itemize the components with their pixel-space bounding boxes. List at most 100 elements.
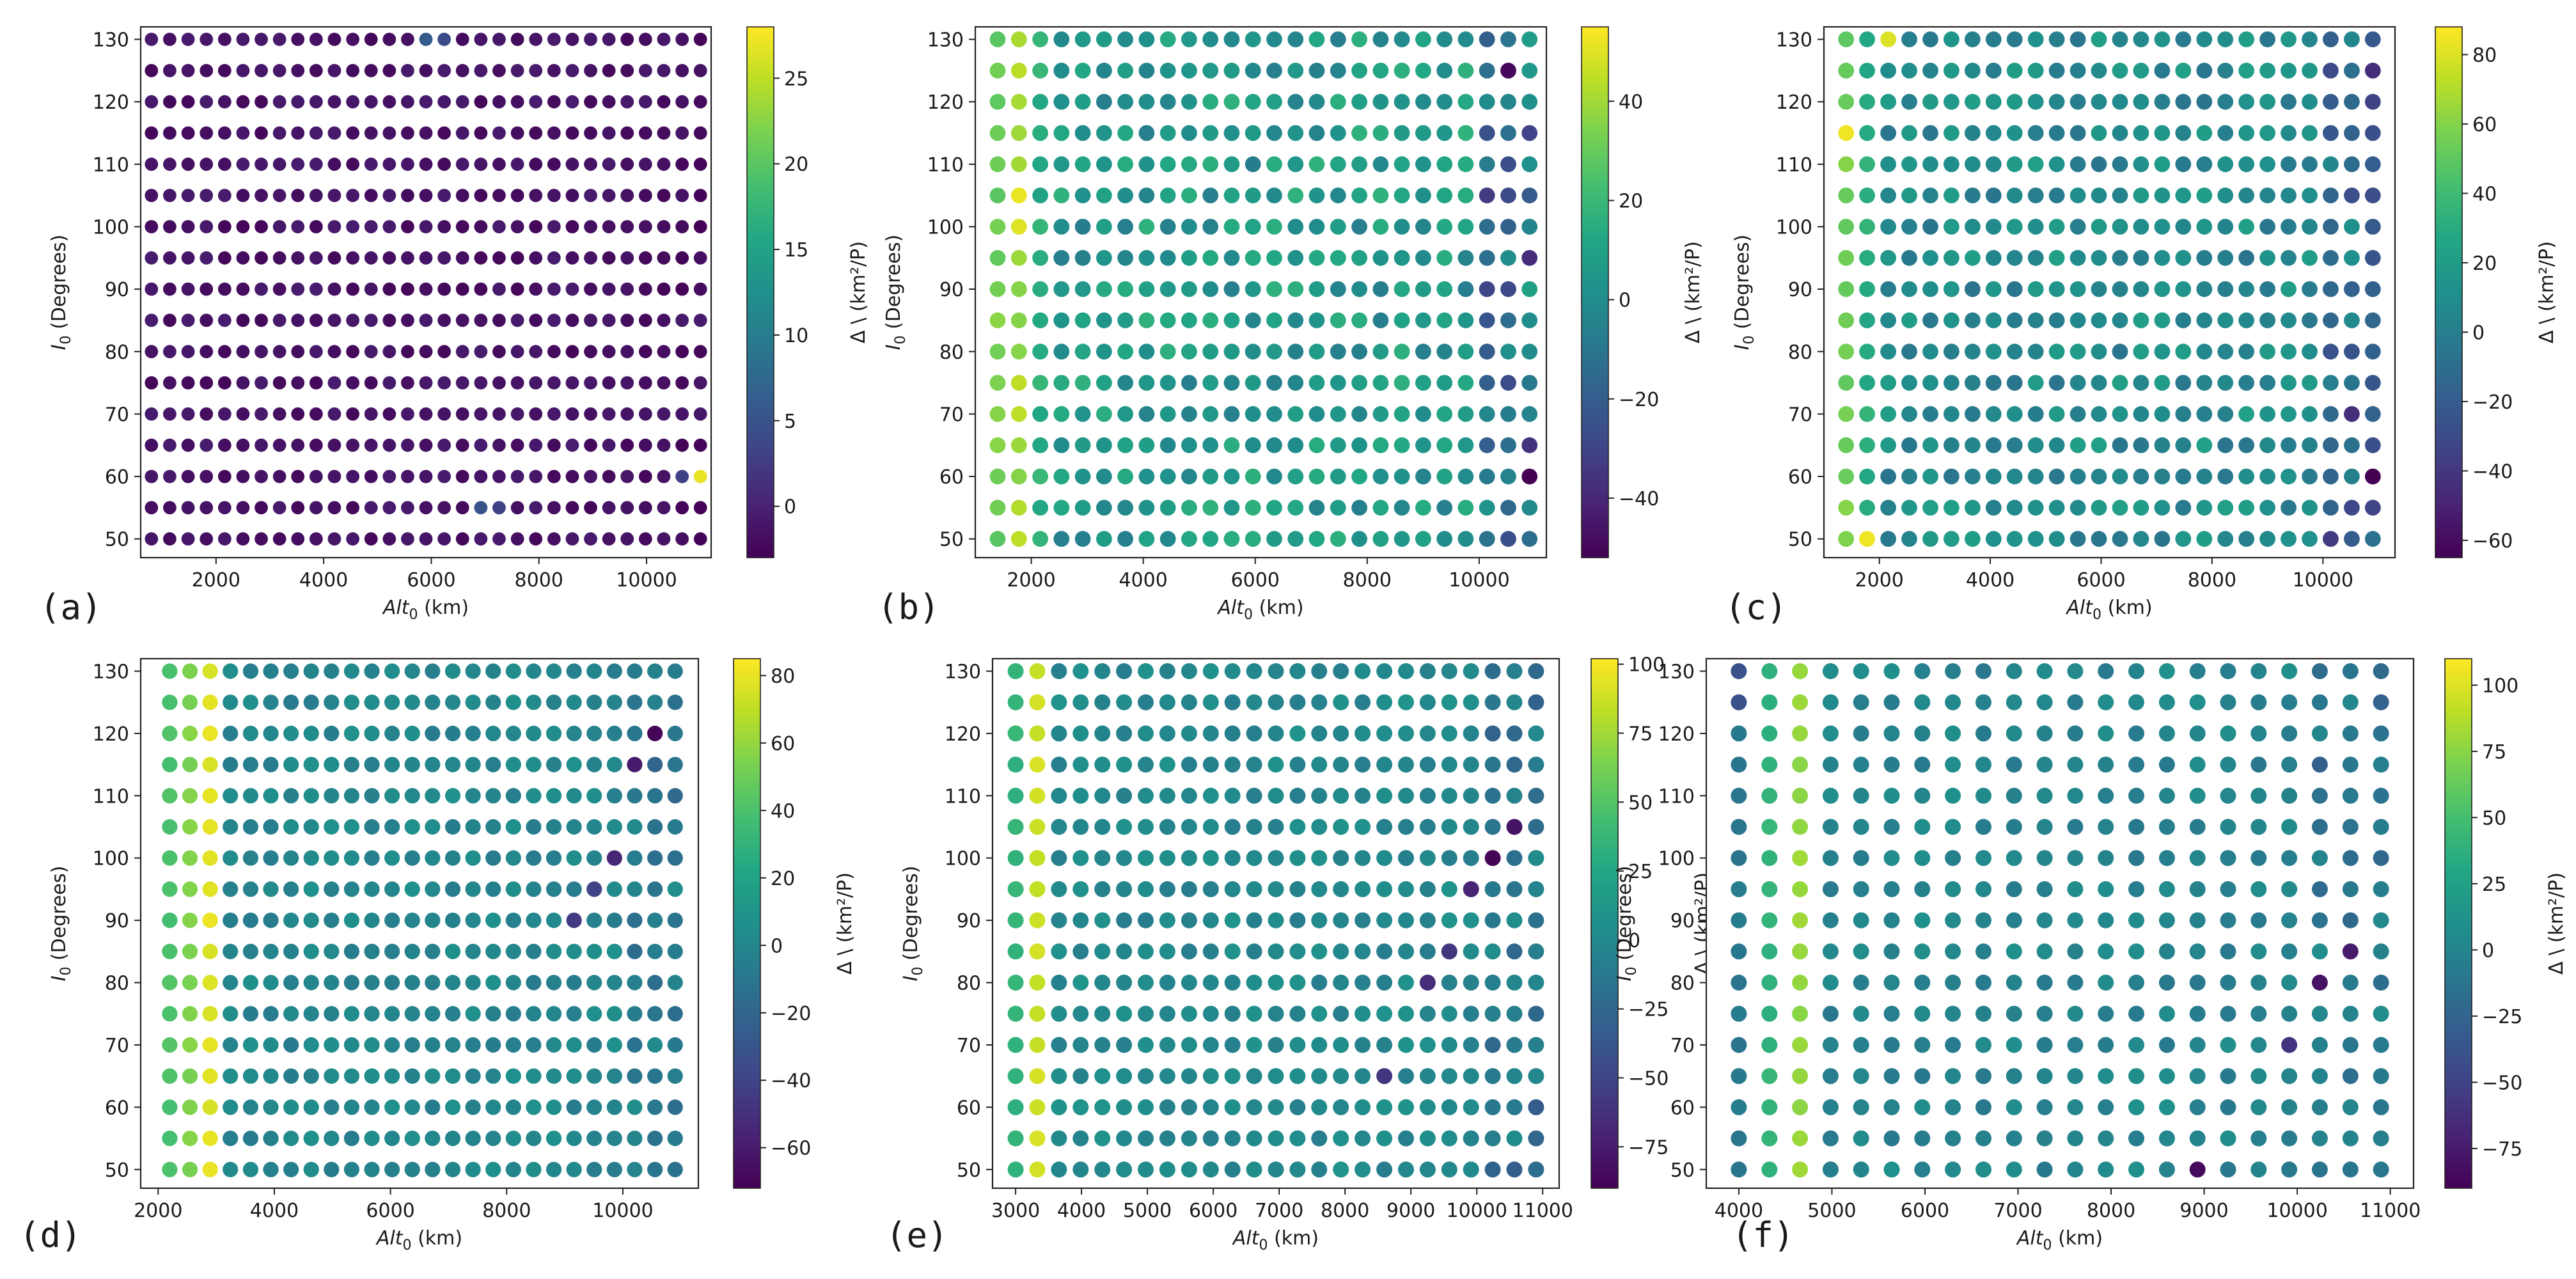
- data-point: [1922, 31, 1938, 47]
- data-point: [425, 757, 441, 773]
- data-point: [565, 345, 579, 359]
- data-point: [2091, 219, 2107, 235]
- data-point: [1394, 219, 1410, 235]
- data-point: [1965, 31, 1981, 47]
- data-point: [1053, 219, 1070, 235]
- data-point: [2154, 156, 2171, 173]
- data-point: [2196, 343, 2213, 360]
- data-point: [404, 943, 420, 959]
- data-point: [2302, 531, 2318, 547]
- data-point: [1457, 31, 1474, 47]
- data-point: [1202, 943, 1219, 960]
- data-point: [547, 345, 561, 359]
- panel-label: (f): [1732, 1215, 1795, 1255]
- data-point: [2112, 219, 2128, 235]
- data-point: [1822, 787, 1839, 804]
- data-point: [419, 438, 433, 452]
- colorbar-tick-label: 0: [2482, 939, 2494, 962]
- data-point: [465, 1099, 481, 1115]
- data-point: [485, 1161, 501, 1177]
- data-point: [1117, 468, 1133, 485]
- data-point: [364, 1037, 380, 1053]
- data-point: [2098, 1068, 2114, 1085]
- data-point: [346, 313, 359, 327]
- data-point: [1914, 881, 1931, 897]
- data-point: [1330, 531, 1346, 547]
- data-point: [1975, 912, 1991, 929]
- data-point: [343, 881, 360, 897]
- data-point: [647, 1099, 663, 1115]
- data-point: [1419, 943, 1436, 960]
- data-point: [1096, 219, 1112, 235]
- data-point: [1308, 343, 1325, 360]
- x-tick-label: 6000: [1901, 1200, 1949, 1222]
- data-point: [1838, 249, 1855, 266]
- data-point: [485, 725, 501, 741]
- data-point: [510, 189, 524, 202]
- data-point: [1351, 187, 1368, 203]
- data-point: [437, 438, 451, 452]
- data-point: [382, 469, 397, 483]
- data-point: [255, 126, 268, 140]
- data-point: [1330, 249, 1346, 266]
- data-point: [303, 663, 319, 679]
- data-point: [162, 1037, 178, 1053]
- data-point: [474, 189, 488, 202]
- data-point: [2281, 187, 2297, 203]
- data-point: [2344, 187, 2360, 203]
- x-tick-label: 9000: [2179, 1200, 2228, 1222]
- data-point: [2069, 343, 2086, 360]
- data-point: [675, 438, 689, 452]
- data-point: [1224, 881, 1241, 897]
- data-point: [566, 913, 582, 929]
- data-point: [565, 157, 579, 171]
- data-point: [2311, 819, 2328, 835]
- data-point: [2158, 663, 2175, 679]
- data-point: [1116, 1099, 1133, 1115]
- data-point: [647, 1068, 663, 1084]
- data-point: [1822, 1099, 1839, 1115]
- data-point: [1224, 694, 1241, 710]
- data-point: [1181, 1161, 1197, 1178]
- data-point: [364, 943, 380, 959]
- data-point: [1245, 312, 1261, 329]
- data-point: [606, 913, 622, 929]
- data-point: [1479, 63, 1495, 79]
- data-point: [2133, 531, 2149, 547]
- y-tick-label: 70: [1788, 404, 1812, 426]
- data-point: [1484, 1130, 1501, 1147]
- data-point: [1528, 1130, 1544, 1147]
- data-point: [1053, 406, 1070, 422]
- data-point: [1181, 850, 1197, 867]
- data-point: [1521, 531, 1538, 547]
- data-point: [1463, 694, 1479, 710]
- data-point: [384, 1006, 400, 1022]
- data-point: [675, 313, 689, 327]
- data-point: [1521, 343, 1538, 360]
- data-point: [255, 220, 268, 233]
- data-point: [223, 1161, 239, 1177]
- data-point: [492, 157, 506, 171]
- data-point: [1479, 187, 1495, 203]
- data-point: [647, 975, 663, 991]
- data-point: [1436, 219, 1453, 235]
- data-point: [1330, 31, 1346, 47]
- data-point: [1224, 1005, 1241, 1022]
- data-point: [327, 64, 342, 77]
- data-point: [510, 95, 524, 109]
- data-point: [2027, 375, 2044, 391]
- data-point: [2098, 725, 2114, 742]
- data-point: [1731, 694, 1747, 710]
- data-point: [565, 501, 579, 515]
- data-point: [675, 251, 689, 265]
- data-point: [1521, 406, 1538, 422]
- data-point: [1792, 1005, 1809, 1022]
- data-point: [255, 345, 268, 359]
- data-point: [242, 1099, 258, 1115]
- data-point: [2091, 156, 2107, 173]
- data-point: [242, 1037, 258, 1053]
- data-point: [1859, 437, 1876, 453]
- data-point: [602, 95, 616, 109]
- data-point: [2158, 1005, 2175, 1022]
- data-point: [2189, 1068, 2206, 1085]
